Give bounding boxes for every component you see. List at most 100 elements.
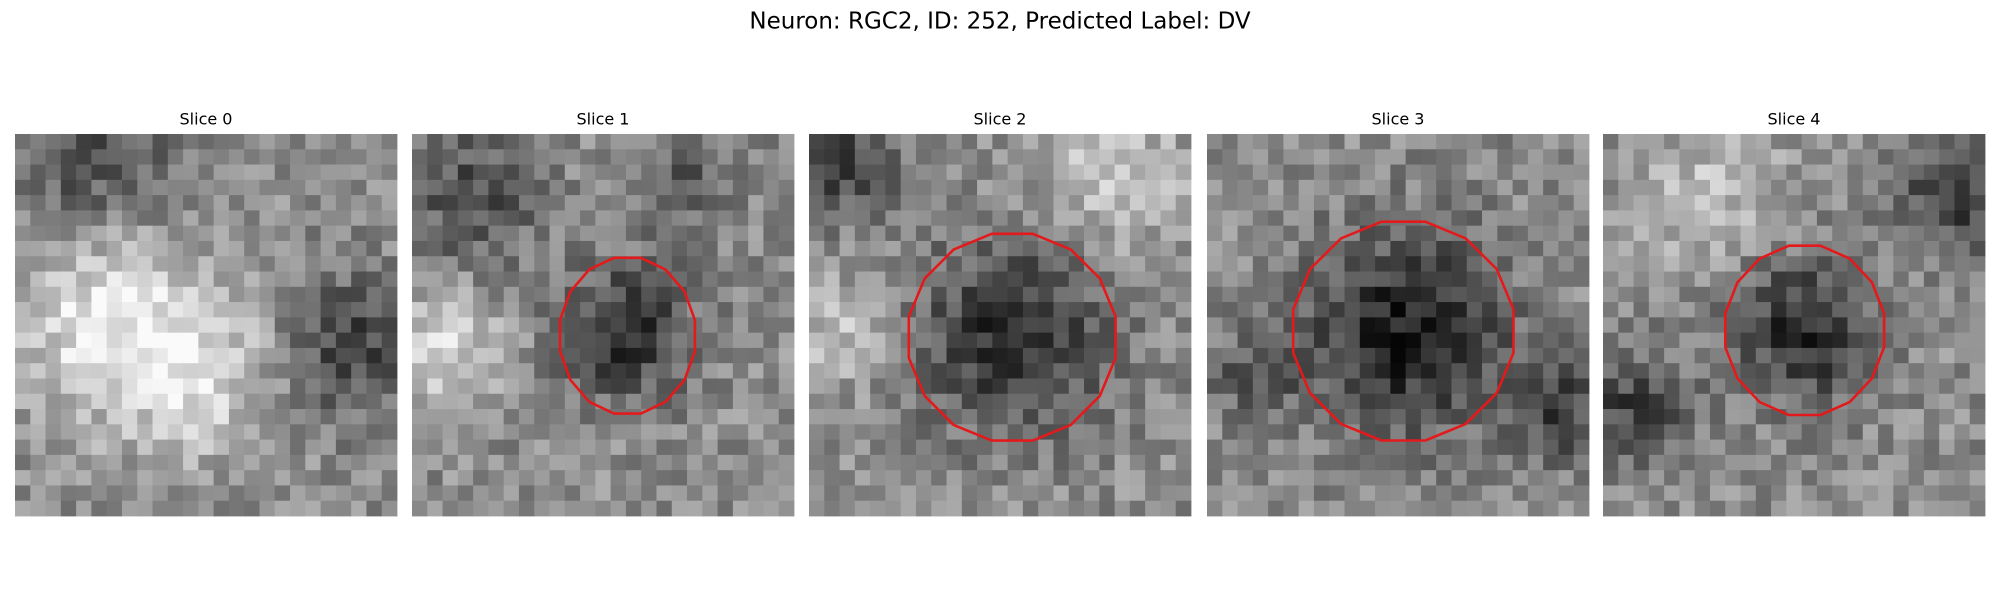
pixel — [1329, 439, 1345, 456]
pixel — [1099, 240, 1115, 257]
pixel — [1313, 317, 1330, 334]
pixel — [1145, 378, 1161, 395]
pixel — [1007, 256, 1024, 272]
pixel — [1160, 302, 1177, 318]
pixel — [1679, 317, 1696, 334]
pixel — [1862, 240, 1879, 257]
pixel — [1466, 225, 1483, 242]
pixel — [351, 485, 367, 502]
pixel — [1558, 195, 1575, 211]
pixel — [1482, 347, 1498, 364]
pixel — [1527, 500, 1544, 517]
pixel — [412, 286, 428, 303]
pixel — [1939, 302, 1955, 318]
pixel — [702, 164, 718, 181]
pixel — [915, 470, 932, 486]
pixel — [1420, 439, 1437, 456]
pixel — [488, 485, 505, 502]
pixel — [1954, 393, 1971, 410]
pixel — [167, 332, 184, 349]
pixel — [1252, 240, 1269, 257]
pixel — [366, 240, 383, 257]
pixel — [1375, 363, 1391, 379]
pixel — [915, 332, 932, 349]
pixel — [335, 134, 352, 150]
pixel — [1466, 378, 1483, 395]
pixel — [45, 195, 62, 211]
pixel — [977, 149, 993, 165]
pixel — [320, 470, 337, 486]
pixel — [1145, 347, 1161, 364]
pixel — [748, 378, 764, 395]
pixel — [732, 439, 749, 456]
pixel — [671, 256, 688, 272]
pixel — [76, 286, 92, 303]
pixel — [1603, 378, 1619, 395]
pixel — [1451, 393, 1468, 410]
pixel — [381, 240, 398, 257]
pixel — [641, 378, 657, 395]
pixel — [167, 424, 184, 440]
pixel — [641, 149, 657, 165]
pixel — [1436, 393, 1452, 410]
pixel — [366, 164, 383, 181]
pixel — [1618, 470, 1634, 486]
pixel — [1222, 347, 1238, 364]
pixel — [244, 240, 260, 257]
pixel — [335, 347, 352, 364]
pixel — [152, 179, 169, 196]
pixel — [121, 439, 138, 456]
pixel — [763, 134, 780, 150]
pixel — [1436, 485, 1452, 502]
pixel — [1038, 256, 1054, 272]
pixel — [763, 317, 780, 334]
pixel — [992, 500, 1009, 517]
pixel — [534, 409, 550, 425]
pixel — [518, 225, 535, 242]
pixel — [45, 256, 62, 272]
pixel — [732, 164, 749, 181]
pixel — [1145, 454, 1161, 471]
pixel — [763, 271, 780, 288]
pixel — [335, 439, 352, 456]
pixel — [1618, 302, 1634, 318]
pixel — [641, 210, 657, 227]
pixel — [366, 302, 383, 318]
pixel — [1755, 409, 1772, 425]
pixel — [1283, 256, 1300, 272]
pixel — [351, 470, 367, 486]
pixel — [1436, 149, 1452, 165]
pixel — [1801, 424, 1818, 440]
pixel — [137, 210, 153, 227]
pixel — [1375, 179, 1391, 196]
pixel — [1939, 240, 1955, 257]
pixel — [1633, 317, 1650, 334]
pixel — [1222, 256, 1238, 272]
pixel — [1954, 302, 1971, 318]
pixel — [1573, 378, 1590, 395]
pixel — [1451, 378, 1468, 395]
pixel — [1451, 195, 1468, 211]
pixel — [1207, 240, 1223, 257]
pixel — [106, 271, 123, 288]
pixel — [763, 378, 780, 395]
pixel — [274, 454, 291, 471]
pixel — [1740, 347, 1757, 364]
pixel — [1359, 286, 1376, 303]
pixel — [91, 363, 108, 379]
pixel — [1939, 439, 1955, 456]
pixel — [1694, 286, 1711, 303]
pixel — [290, 454, 306, 471]
pixel — [641, 179, 657, 196]
pixel — [625, 439, 642, 456]
pixel — [1497, 332, 1513, 349]
pixel — [870, 164, 886, 181]
pixel — [381, 271, 398, 288]
pixel — [274, 347, 291, 364]
pixel — [1694, 149, 1711, 165]
pixel — [1237, 393, 1254, 410]
pixel — [1344, 134, 1361, 150]
pixel — [213, 363, 230, 379]
pixel — [748, 302, 764, 318]
pixel — [442, 424, 459, 440]
